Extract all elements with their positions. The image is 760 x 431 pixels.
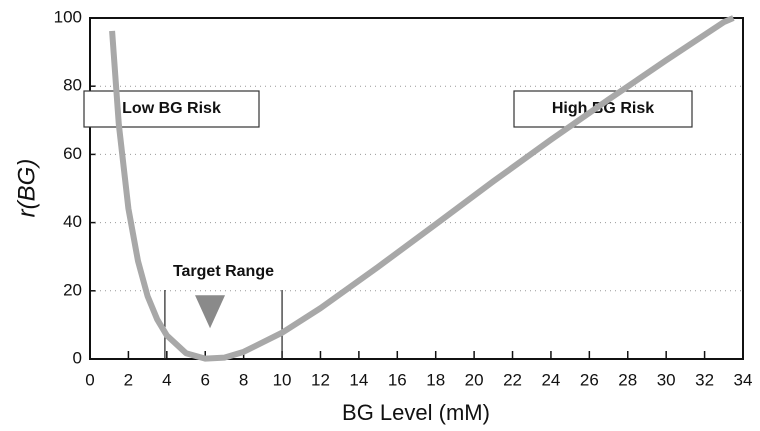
x-tick-label: 34 xyxy=(734,370,753,389)
x-tick-label: 16 xyxy=(388,370,407,389)
x-tick-label: 30 xyxy=(657,370,676,389)
x-tick-label: 28 xyxy=(618,370,637,389)
x-tick-label: 20 xyxy=(465,370,484,389)
x-tick-label: 4 xyxy=(162,370,171,389)
x-tick-label: 12 xyxy=(311,370,330,389)
x-tick-label: 2 xyxy=(124,370,133,389)
x-tick-label: 10 xyxy=(273,370,292,389)
y-tick-label: 80 xyxy=(63,76,82,95)
x-axis-label: BG Level (mM) xyxy=(342,400,490,425)
target-range-label: Target Range xyxy=(173,263,274,280)
annotation-box xyxy=(83,90,260,128)
y-tick-label: 20 xyxy=(63,280,82,299)
x-tick-label: 32 xyxy=(695,370,714,389)
y-tick-label: 40 xyxy=(63,212,82,231)
annotation-box xyxy=(513,90,693,128)
y-tick-label: 0 xyxy=(73,348,82,367)
x-tick-label: 14 xyxy=(349,370,368,389)
x-tick-label: 24 xyxy=(541,370,560,389)
y-tick-label: 60 xyxy=(63,144,82,163)
line xyxy=(109,15,735,362)
y-tick-label: 100 xyxy=(54,7,82,26)
x-tick-label: 8 xyxy=(239,370,248,389)
annotation: Low BG Risk xyxy=(122,100,221,117)
x-tick-label: 0 xyxy=(85,370,94,389)
y-axis-label: r(BG) xyxy=(13,159,40,218)
x-tick-label: 18 xyxy=(426,370,445,389)
annotation: High BG Risk xyxy=(552,100,654,117)
target-marker xyxy=(195,295,226,329)
x-tick-label: 22 xyxy=(503,370,522,389)
plot-frame xyxy=(89,17,744,360)
x-tick-label: 6 xyxy=(201,370,210,389)
x-tick-label: 26 xyxy=(580,370,599,389)
